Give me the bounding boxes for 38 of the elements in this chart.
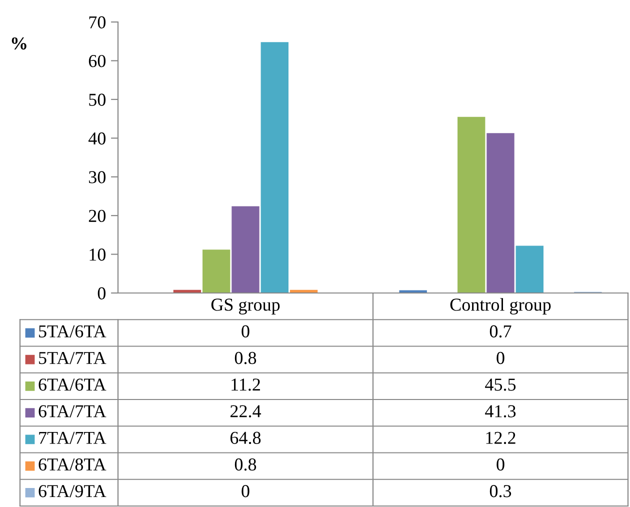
x-tick-label: GS group	[211, 298, 280, 314]
data-label: 0.7	[490, 325, 512, 338]
legend-label: 5TA/6TA	[39, 325, 106, 338]
data-label: 64.8	[230, 432, 261, 444]
y-tick-label: 60	[88, 54, 106, 68]
legend-label: 6TA/7TA	[38, 405, 106, 418]
data-label: 45.5	[485, 378, 516, 391]
bar	[202, 250, 230, 293]
data-label: 0	[242, 325, 250, 338]
legend-label: 5TA/7TA	[39, 352, 106, 364]
y-tick-label: 30	[89, 171, 106, 184]
data-label: 0	[496, 352, 504, 364]
legend-label: 6TA/9TA	[38, 485, 106, 498]
legend-label: 6TA/8TA	[38, 458, 106, 471]
y-axis-title: %	[12, 37, 26, 50]
bar	[232, 206, 260, 293]
data-label: 22.4	[230, 405, 262, 418]
data-label: 12.2	[486, 432, 516, 444]
x-tick-label: Control group	[450, 298, 551, 315]
bar	[516, 246, 544, 293]
y-tick-label: 40	[88, 132, 106, 145]
y-tick-label: 20	[88, 210, 106, 222]
data-label: 0.8	[234, 352, 256, 364]
data-label: 41.3	[485, 405, 516, 418]
legend-label: 7TA/7TA	[39, 432, 106, 444]
y-tick-label: 10	[90, 248, 106, 261]
data-label: 11.2	[232, 378, 260, 391]
data-label: 0	[242, 485, 250, 498]
y-tick-label: 70	[89, 16, 106, 28]
y-tick-label: 0	[98, 287, 106, 300]
y-tick-label: 50	[89, 94, 106, 106]
data-label: 0.8	[234, 458, 256, 471]
bar	[260, 42, 288, 293]
data-label: 0.3	[490, 485, 512, 498]
data-label: 0	[496, 458, 504, 471]
legend-label: 6TA/6TA	[38, 378, 106, 391]
bar	[486, 133, 514, 293]
bar	[458, 116, 486, 293]
